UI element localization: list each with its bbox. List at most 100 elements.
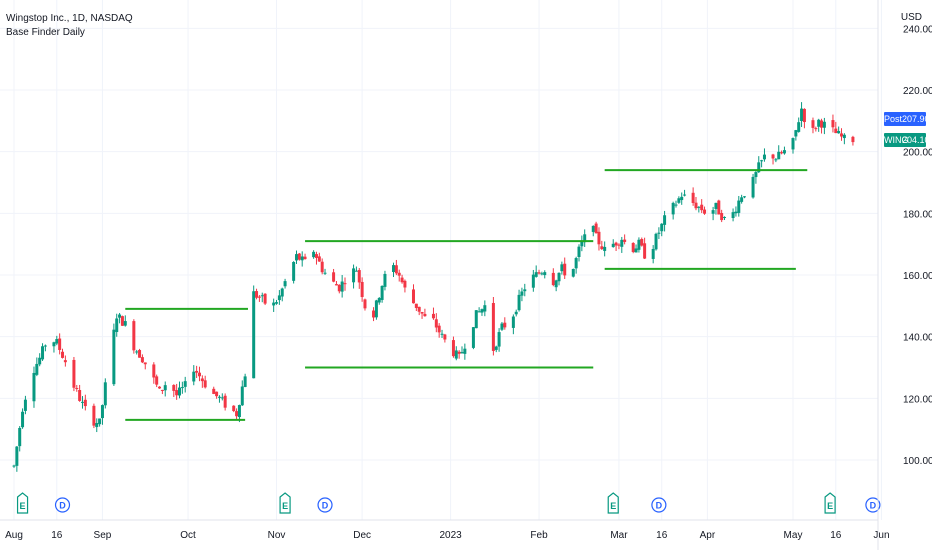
candle-body bbox=[420, 312, 424, 314]
candle-body bbox=[237, 405, 241, 418]
earnings-badge-shape[interactable] bbox=[16, 492, 29, 514]
grid-layer bbox=[0, 0, 882, 520]
candle-body bbox=[223, 395, 227, 408]
candle-body bbox=[717, 200, 721, 215]
candle-up bbox=[380, 285, 384, 303]
candle-body bbox=[103, 382, 107, 406]
candle-up bbox=[683, 189, 687, 197]
candle-up bbox=[340, 275, 344, 298]
earnings-badge-shape[interactable] bbox=[279, 492, 291, 514]
candle-body bbox=[403, 280, 407, 288]
candle-down bbox=[215, 391, 219, 399]
candle-body bbox=[697, 206, 701, 208]
earnings-badge-shape[interactable] bbox=[824, 492, 836, 514]
dividend-badge-letter[interactable]: D bbox=[322, 501, 329, 511]
post-tag-label: Post bbox=[884, 114, 903, 124]
candle-down bbox=[820, 118, 824, 134]
x-tick-label: Apr bbox=[700, 530, 716, 541]
candle-up bbox=[711, 206, 715, 221]
dividend-badge-shape[interactable] bbox=[651, 497, 667, 513]
earnings-icon[interactable]: E bbox=[824, 492, 836, 514]
dividend-icon[interactable]: D bbox=[865, 497, 881, 513]
candle-body bbox=[480, 309, 484, 313]
earnings-badge-letter[interactable]: E bbox=[610, 501, 616, 511]
dividend-badge-shape[interactable] bbox=[317, 497, 333, 513]
candle-body bbox=[203, 380, 207, 388]
earnings-badge-letter[interactable]: E bbox=[282, 501, 288, 511]
candle-down bbox=[771, 153, 775, 165]
candle-body bbox=[400, 277, 404, 283]
dividend-badge-shape[interactable] bbox=[865, 497, 881, 513]
y-tick-label: 240.00 bbox=[903, 24, 932, 35]
dividend-badge-letter[interactable]: D bbox=[656, 501, 663, 511]
candle-up bbox=[463, 343, 467, 360]
candle-body bbox=[340, 281, 344, 292]
candle-body bbox=[38, 357, 42, 365]
dividend-icon[interactable]: D bbox=[54, 497, 71, 513]
candle-down bbox=[443, 333, 447, 343]
candle-up bbox=[660, 223, 664, 237]
candle-body bbox=[594, 223, 598, 234]
candle-body bbox=[354, 270, 358, 272]
candle-body bbox=[180, 387, 184, 389]
dividend-badge-letter[interactable]: D bbox=[870, 501, 877, 511]
candle-up bbox=[580, 235, 584, 252]
candle-up bbox=[754, 170, 758, 184]
candle-up bbox=[520, 287, 524, 302]
candle-body bbox=[811, 120, 815, 128]
indicator-title[interactable]: Base Finder Daily bbox=[6, 27, 85, 38]
candle-body bbox=[614, 242, 618, 246]
candle-body bbox=[23, 399, 27, 411]
dividend-badge-shape[interactable] bbox=[54, 497, 71, 513]
candle-body bbox=[192, 371, 196, 382]
earnings-badge-letter[interactable]: E bbox=[827, 501, 833, 511]
post-price-tag: Post 207.90 bbox=[884, 112, 930, 126]
candle-body bbox=[75, 388, 79, 390]
candle-body bbox=[283, 281, 287, 287]
candle-down bbox=[143, 362, 147, 370]
candle-body bbox=[643, 243, 647, 259]
candle-body bbox=[797, 122, 801, 132]
candle-up bbox=[377, 297, 381, 305]
candle-body bbox=[454, 350, 458, 359]
candle-body bbox=[577, 246, 581, 258]
dividend-badge-letter[interactable]: D bbox=[59, 501, 66, 511]
x-tick-label: 16 bbox=[51, 530, 63, 541]
candle-down bbox=[717, 199, 721, 215]
candle-up bbox=[471, 327, 475, 350]
symbol-title[interactable]: Wingstop Inc., 1D, NASDAQ bbox=[6, 13, 133, 24]
candle-body bbox=[260, 295, 264, 297]
earnings-icon[interactable]: E bbox=[607, 492, 619, 514]
candle-down bbox=[363, 298, 367, 311]
candle-down bbox=[397, 269, 401, 282]
candle-up bbox=[21, 408, 25, 429]
dividend-icon[interactable]: D bbox=[651, 497, 667, 513]
dividend-icon[interactable]: D bbox=[317, 497, 333, 513]
candle-body bbox=[332, 272, 336, 282]
candle-body bbox=[374, 300, 378, 318]
candle-body bbox=[777, 151, 781, 160]
candle-up bbox=[791, 137, 795, 154]
earnings-badge-shape[interactable] bbox=[607, 492, 619, 514]
candle-body bbox=[411, 289, 415, 304]
candle-down bbox=[263, 293, 267, 306]
earnings-icon[interactable]: E bbox=[16, 492, 29, 514]
candle-down bbox=[160, 389, 164, 395]
candle-body bbox=[118, 314, 122, 318]
candle-body bbox=[523, 289, 527, 292]
candle-up bbox=[294, 250, 298, 264]
candle-up bbox=[514, 309, 518, 317]
earnings-icon[interactable]: E bbox=[279, 492, 291, 514]
candle-up bbox=[731, 208, 735, 222]
candle-body bbox=[694, 202, 698, 209]
candle-down bbox=[197, 366, 201, 382]
candle-up bbox=[280, 287, 284, 302]
candle-down bbox=[297, 252, 301, 261]
x-tick-label: Dec bbox=[353, 530, 371, 541]
candle-body bbox=[217, 396, 221, 398]
earnings-badge-letter[interactable]: E bbox=[20, 501, 26, 511]
candle-up bbox=[494, 345, 498, 353]
